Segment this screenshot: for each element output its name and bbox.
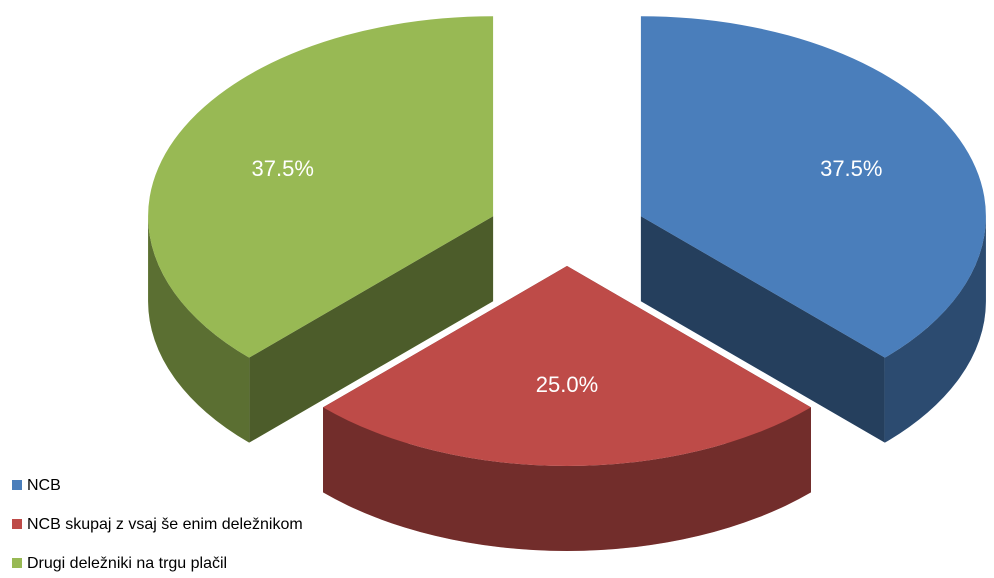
slice-shade (640, 216, 885, 443)
data-label: 37.5% (252, 156, 314, 181)
slice-shade (323, 407, 811, 551)
data-label: 37.5% (820, 156, 882, 181)
slice-shade (249, 216, 494, 443)
slice (640, 216, 986, 443)
slice-wall (323, 407, 811, 551)
slice-labels: 37.5% 25.0% 37.5% (252, 156, 883, 397)
legend-label: Drugi deležniki na trgu plačil (27, 555, 227, 572)
slice-top (323, 266, 811, 466)
slice (148, 216, 494, 443)
slice-top (148, 16, 494, 358)
legend-label: NCB skupaj z vsaj še enim deležnikom (27, 516, 303, 533)
slice-wall (148, 216, 250, 443)
legend-swatch (12, 558, 22, 568)
legend-label: NCB (27, 477, 61, 494)
slice-shade (148, 216, 250, 443)
legend-swatch (12, 480, 22, 490)
slice-wall (884, 216, 986, 443)
slice-tops (148, 16, 986, 466)
slice-top (640, 16, 986, 358)
slice-shade (884, 216, 986, 443)
legend-swatch (12, 519, 22, 529)
data-label: 25.0% (536, 372, 598, 397)
